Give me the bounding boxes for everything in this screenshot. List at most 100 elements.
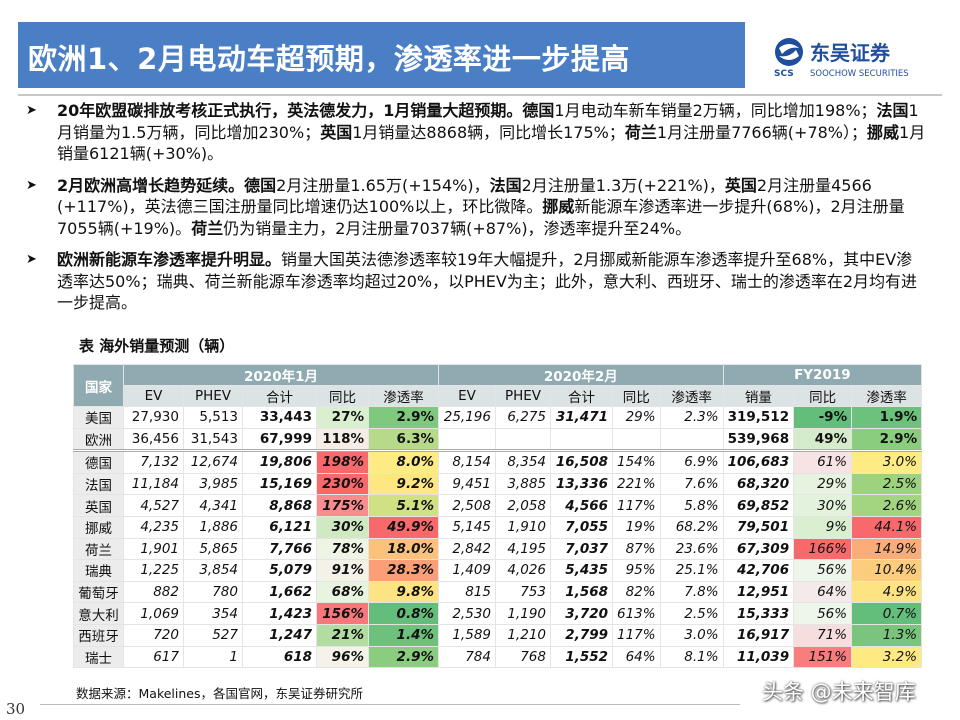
table-cell: 6.9% (659, 450, 724, 474)
table-cell: 1.9% (851, 406, 923, 429)
table-cell: 8,154 (438, 450, 496, 474)
table-row: 英国 4,527 4,341 8,868 175% 5.1% 2,508 2,058 4,566… (73, 494, 923, 517)
group-header: FY2019 (722, 364, 923, 386)
table-cell: 1,210 (495, 623, 551, 647)
table-cell: 1.3% (851, 623, 923, 647)
logo-emblem (775, 38, 803, 66)
bullet-arrow: ➤ (26, 177, 37, 193)
table-cell: 198% (316, 450, 369, 474)
table-caption: 表 海外销量预测（辆） (79, 337, 235, 355)
table-cell: 82% (612, 580, 661, 604)
logo-mark: SCS (774, 69, 794, 79)
table-cell: 44.1% (851, 515, 923, 539)
table-row: 欧洲 36,456 31,543 67,999 118% 6.3% 539,968 49% 2.… (73, 427, 923, 453)
table-cell: 221% (612, 472, 661, 496)
table-cell: 2.9% (368, 645, 439, 669)
table-cell: 68,320 (722, 472, 795, 496)
table-cell: 156% (316, 602, 369, 625)
table-cell: 9.8% (368, 580, 439, 604)
table-cell: 1.4% (368, 623, 439, 647)
table-cell: 12,951 (722, 580, 795, 604)
table-cell: 28.3% (368, 559, 439, 582)
bullet-list: ➤ 20年欧盟碳排放考核正式执行，英法德发力，1月销量大超预期。德国1月电动车新车… (26, 100, 926, 324)
table-cell: 3,885 (495, 472, 551, 496)
table-cell: 3.2% (851, 645, 923, 669)
table-cell: 1,662 (242, 580, 317, 604)
bold-text: 2月欧洲高增长趋势延续。 (57, 175, 245, 195)
table-cell: 91% (316, 559, 369, 582)
table-cell: 11,039 (722, 645, 795, 669)
bold-text: 20年欧盟碳排放考核正式执行，英法德发力，1月销量大超预期。 (57, 101, 523, 120)
table-cell: 3,854 (183, 559, 243, 582)
table-cell: 11,184 (123, 472, 184, 496)
table-cell: 67,309 (722, 537, 795, 561)
table-cell: 2,058 (495, 494, 551, 517)
text: 2月注册量1.65万(+154%)， (276, 175, 490, 195)
column-header: 渗透率 (659, 385, 724, 407)
column-header: PHEV (183, 385, 243, 407)
bold-text: 德国 (244, 175, 277, 195)
text: 1月注册量7766辆(+78%）； (656, 122, 868, 142)
table-cell: 2.5% (851, 472, 923, 496)
table-cell (495, 427, 551, 453)
table-cell: 27,930 (123, 406, 184, 429)
table-cell: 1 (183, 645, 243, 669)
table-cell: 64% (612, 645, 661, 669)
table-cell: 69,852 (722, 494, 795, 517)
subheader-row: EV PHEV 合计 同比 渗透率 EV PHEV 合计 同比 渗透率 销量 同比 渗透率 (74, 385, 923, 407)
table-cell: 15,169 (242, 472, 317, 496)
table-cell: 4,566 (550, 494, 613, 517)
country-cell: 欧洲 (73, 427, 124, 453)
table-cell: 768 (495, 645, 551, 669)
bold-text: 挪威 (867, 122, 900, 142)
table-cell: 61% (793, 450, 853, 474)
table-cell: 9.2% (368, 472, 439, 496)
table-cell: 753 (495, 580, 551, 604)
bullet-arrow: ➤ (26, 103, 37, 118)
column-header: 同比 (793, 385, 853, 407)
table-cell: 618 (242, 645, 317, 669)
table-cell: 720 (123, 623, 184, 647)
bullet: ➤ 2月欧洲高增长趋势延续。德国2月注册量1.65万(+154%)，法国2月注册量… (26, 175, 926, 240)
table-cell: 2.5% (659, 602, 724, 625)
table-cell: 613% (612, 602, 661, 625)
table-cell: 106,683 (722, 450, 795, 474)
text: 2月注册量1.3万(+221%)， (521, 175, 725, 195)
table-cell: 154% (612, 450, 661, 474)
table-cell: 33,443 (242, 406, 317, 429)
text: 仍为销量主力，2月注册量7037辆(+87%)，渗透率提升至24%。 (223, 218, 692, 238)
table-cell: 6,275 (495, 406, 551, 429)
table-cell: 9% (793, 515, 853, 539)
table-cell: 25,196 (438, 406, 496, 429)
table-cell: 79,501 (722, 515, 795, 539)
table-cell: 21% (316, 623, 369, 647)
table-cell: 8.1% (659, 645, 724, 669)
table-cell: 2.3% (659, 406, 724, 429)
table-cell: 30% (316, 515, 369, 539)
table-cell: 4,026 (495, 559, 551, 582)
table-cell: 10.4% (851, 559, 923, 582)
table-cell: 117% (612, 494, 661, 517)
table-row: 瑞士 617 1 618 96% 2.9% 784 768 1,552 64% 8.1% 11,039… (73, 645, 923, 669)
table-cell: 882 (123, 580, 184, 604)
table-row: 美国 27,930 5,513 33,443 27% 2.9% 25,196 6,275 31,… (73, 406, 923, 429)
text: 新能源车渗透率进一步提升(68%)，2月注册量7055辆(+19%)。 (57, 197, 905, 238)
country-cell: 西班牙 (73, 623, 124, 647)
table-cell: 539,968 (722, 427, 795, 453)
table-cell: 2.9% (851, 427, 923, 453)
slide-title: 欧洲1、2月电动车超预期，渗透率进一步提高 (28, 42, 630, 76)
bold-text: 荷兰 (191, 218, 224, 238)
table-cell: 68% (316, 580, 369, 604)
text: 销量大国英法德渗透率较19年大幅提升，2月挪威新能源车渗透率提升至68%，其中E… (57, 250, 918, 312)
column-header: EV (123, 385, 184, 407)
table-cell: 7,037 (550, 537, 613, 561)
table-cell: 13,336 (550, 472, 613, 496)
table-cell: 87% (612, 537, 661, 561)
table-cell: 2,799 (550, 623, 613, 647)
logo: SCS 东吴证券 SOOCHOW SECURITIES (774, 38, 909, 79)
table-cell: 1,910 (495, 515, 551, 539)
table-cell: 0.7% (851, 602, 923, 625)
table-cell: 3,720 (550, 602, 613, 625)
country-cell: 美国 (73, 406, 124, 429)
table-cell: 117% (612, 623, 661, 647)
